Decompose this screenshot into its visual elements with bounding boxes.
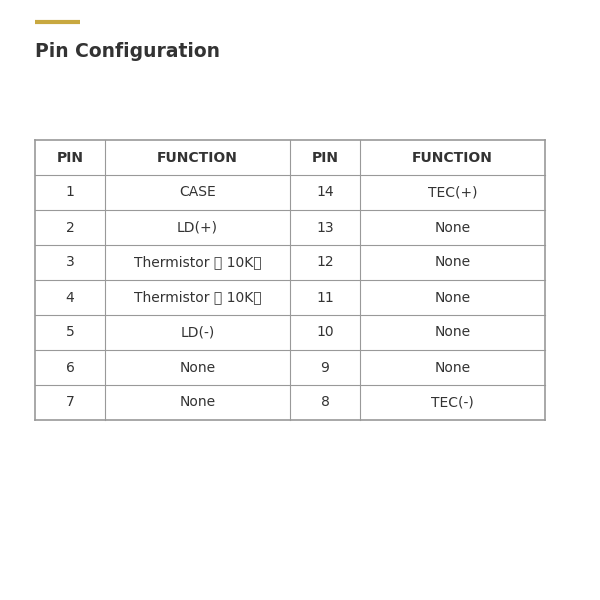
Text: FUNCTION: FUNCTION [157,151,238,164]
Bar [35,315,105,350]
Text: 12: 12 [316,256,334,269]
Text: None: None [179,395,215,409]
Bar [35,210,105,245]
Bar [105,385,290,420]
Bar [105,245,290,280]
Bar [35,350,105,385]
Bar [290,385,360,420]
Bar [105,315,290,350]
Bar [105,350,290,385]
Bar [360,385,545,420]
Bar [35,280,105,315]
Text: None: None [434,220,470,235]
Bar [105,140,290,175]
Text: 10: 10 [316,325,334,340]
Text: 7: 7 [65,395,74,409]
Text: None: None [434,256,470,269]
Text: LD(+): LD(+) [177,220,218,235]
Text: 9: 9 [320,361,329,374]
Text: 8: 8 [320,395,329,409]
Text: 4: 4 [65,290,74,304]
Bar [35,140,105,175]
Text: Thermistor （ 10K）: Thermistor （ 10K） [134,256,262,269]
Bar [105,210,290,245]
Text: FUNCTION: FUNCTION [412,151,493,164]
Text: PIN: PIN [56,151,83,164]
Text: 11: 11 [316,290,334,304]
Text: 13: 13 [316,220,334,235]
Bar [360,280,545,315]
Bar [290,140,360,175]
Bar [105,280,290,315]
Bar [360,315,545,350]
Bar [360,210,545,245]
Bar [360,140,545,175]
Bar [360,350,545,385]
Bar [105,175,290,210]
Text: None: None [179,361,215,374]
Bar [360,175,545,210]
Text: 6: 6 [65,361,74,374]
Text: 3: 3 [65,256,74,269]
Bar [290,280,360,315]
Text: None: None [434,290,470,304]
Bar [290,175,360,210]
Bar [290,210,360,245]
Text: 14: 14 [316,185,334,199]
Bar [360,245,545,280]
Text: None: None [434,361,470,374]
Text: 1: 1 [65,185,74,199]
Text: 5: 5 [65,325,74,340]
Text: Pin Configuration: Pin Configuration [35,42,220,61]
Text: PIN: PIN [311,151,338,164]
Bar [290,245,360,280]
Text: Thermistor （ 10K）: Thermistor （ 10K） [134,290,262,304]
Bar [35,245,105,280]
Text: LD(-): LD(-) [181,325,215,340]
Bar [35,175,105,210]
Text: CASE: CASE [179,185,216,199]
Text: TEC(-): TEC(-) [431,395,474,409]
Bar [290,315,360,350]
Bar [35,385,105,420]
Text: 2: 2 [65,220,74,235]
Bar [290,350,360,385]
Text: None: None [434,325,470,340]
Text: TEC(+): TEC(+) [428,185,477,199]
